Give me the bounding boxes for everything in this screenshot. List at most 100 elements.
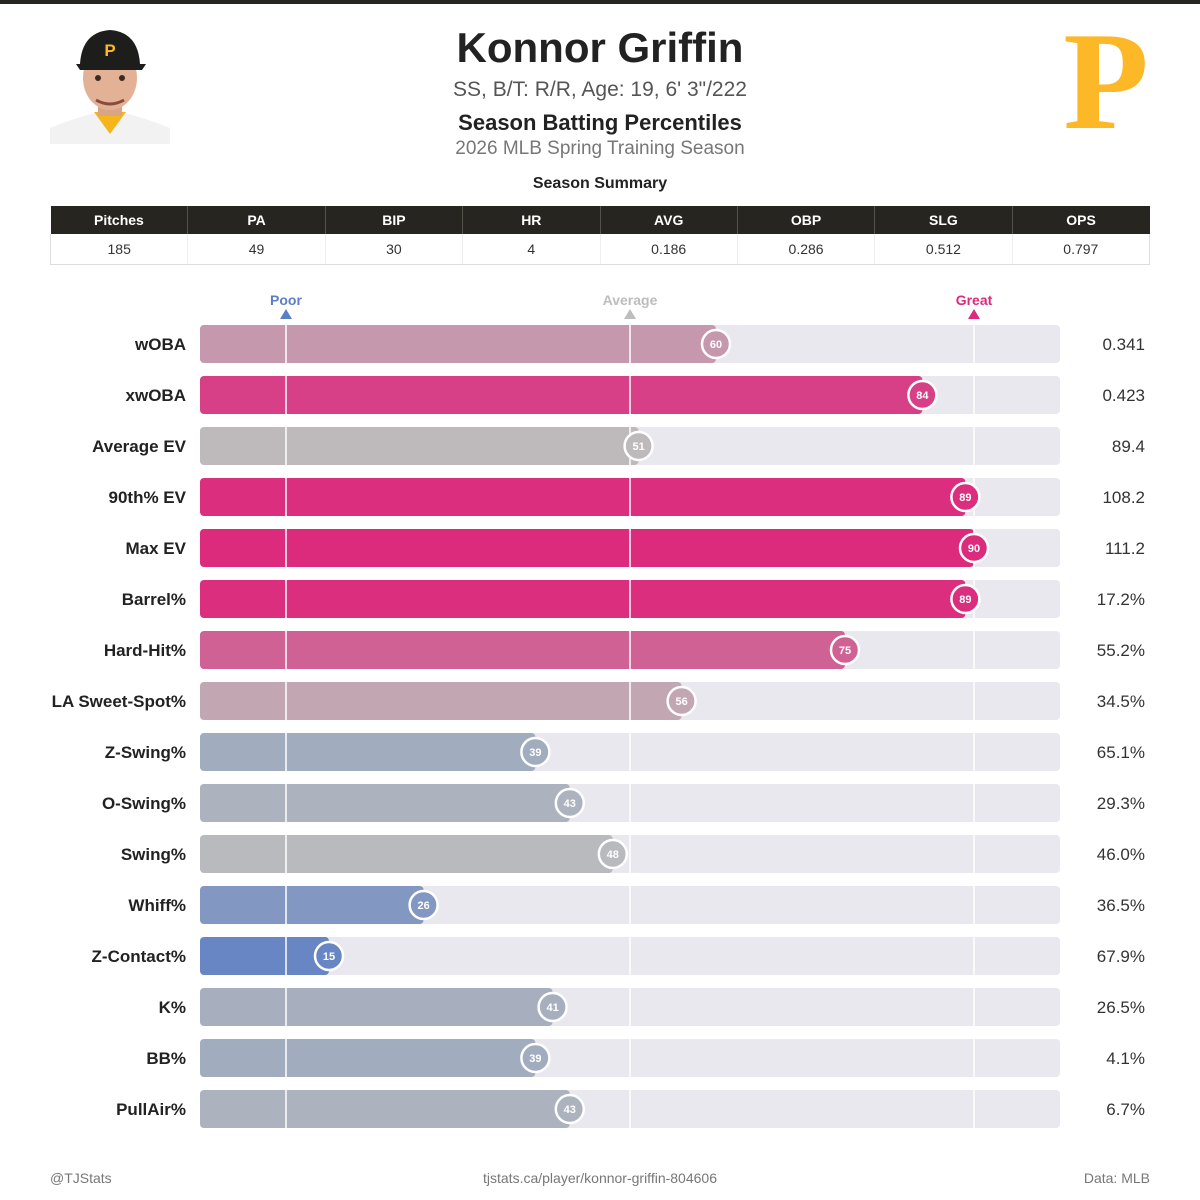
percentile-bar xyxy=(200,937,329,975)
stat-value: 55.2% xyxy=(1097,641,1145,660)
percentile-bar xyxy=(200,682,682,720)
summary-value: 0.512 xyxy=(874,234,1013,265)
category-label: O-Swing% xyxy=(102,794,186,813)
summary-value: 30 xyxy=(325,234,464,265)
percentile-marker xyxy=(829,634,861,666)
percentile-marker xyxy=(623,430,654,462)
percentile-value: 89 xyxy=(959,594,971,606)
percentile-value: 15 xyxy=(323,951,335,963)
category-label: K% xyxy=(159,998,186,1017)
percentile-bar xyxy=(200,580,966,618)
stat-value: 46.0% xyxy=(1097,845,1145,864)
summary-header: Pitches xyxy=(50,206,189,234)
percentile-marker xyxy=(313,940,345,972)
category-label: Swing% xyxy=(121,845,186,864)
percentile-bar xyxy=(200,733,536,771)
percentile-bar xyxy=(200,784,570,822)
percentile-value: 89 xyxy=(959,492,971,504)
percentile-bar xyxy=(200,478,966,516)
percentile-chart: Poor Average Great wOBA 60 0.341 xwOBA 84 0.423 A… xyxy=(52,292,1145,1128)
marker-label-poor: Poor xyxy=(270,292,302,308)
percentile-marker xyxy=(537,991,568,1023)
percentile-bar xyxy=(200,835,613,873)
marker-label-great: Great xyxy=(956,292,993,308)
marker-arrow-average xyxy=(624,309,636,319)
section-title: Season Batting Percentiles xyxy=(458,110,742,135)
percentile-value: 75 xyxy=(839,645,851,657)
percentile-marker xyxy=(666,685,697,717)
summary-header: SLG xyxy=(874,206,1013,234)
category-label: 90th% EV xyxy=(109,488,187,507)
percentile-value: 48 xyxy=(607,849,619,861)
percentile-marker xyxy=(950,481,981,513)
summary-value: 4 xyxy=(462,234,601,265)
player-headshot: P xyxy=(50,24,170,144)
category-label: BB% xyxy=(146,1049,186,1068)
percentile-value: 51 xyxy=(632,441,644,453)
stat-value: 34.5% xyxy=(1097,692,1145,711)
percentile-bar xyxy=(200,427,639,465)
stat-value: 108.2 xyxy=(1102,488,1145,507)
summary-title: Season Summary xyxy=(532,175,668,192)
percentile-value: 43 xyxy=(564,798,576,810)
percentile-bar xyxy=(200,886,424,924)
summary-header: HR xyxy=(462,206,601,234)
team-logo-icon: P xyxy=(1063,22,1149,146)
top-bar xyxy=(0,0,1200,4)
percentile-value: 43 xyxy=(564,1104,576,1116)
player-bio: SS, B/T: R/R, Age: 19, 6' 3"/222 xyxy=(453,78,747,101)
percentile-value: 26 xyxy=(417,900,429,912)
footer-source: Data: MLB xyxy=(1083,1170,1150,1186)
category-label: Z-Contact% xyxy=(92,947,186,966)
stat-value: 111.2 xyxy=(1105,539,1145,558)
summary-header: AVG xyxy=(600,206,738,234)
category-label: Whiff% xyxy=(128,896,186,915)
summary-header: BIP xyxy=(325,206,464,234)
stat-value: 17.2% xyxy=(1097,590,1145,609)
marker-label-average: Average xyxy=(603,292,658,308)
summary-value: 0.186 xyxy=(600,234,738,265)
category-label: Max EV xyxy=(126,539,187,558)
summary-value: 0.797 xyxy=(1012,234,1151,265)
stat-value: 67.9% xyxy=(1097,947,1145,966)
summary-value: 185 xyxy=(49,234,189,265)
category-label: LA Sweet-Spot% xyxy=(52,692,186,711)
stat-value: 65.1% xyxy=(1097,743,1145,762)
percentile-value: 56 xyxy=(675,696,687,708)
summary-header: OPS xyxy=(1012,206,1150,234)
percentile-bar xyxy=(200,988,553,1026)
percentile-marker xyxy=(950,583,981,615)
season-label: 2026 MLB Spring Training Season xyxy=(455,138,745,159)
percentile-marker xyxy=(597,838,629,870)
percentile-marker xyxy=(958,532,990,564)
percentile-value: 60 xyxy=(710,339,722,351)
marker-arrow-poor xyxy=(280,309,292,319)
summary-value: 0.286 xyxy=(737,234,876,265)
season-summary-table: Pitches PA BIP HR AVG OBP SLG OPS 185 49… xyxy=(49,206,1151,265)
percentile-bar xyxy=(200,529,974,567)
footer-url: tjstats.ca/player/konnor-griffin-804606 xyxy=(483,1170,717,1186)
percentile-marker xyxy=(700,328,732,360)
percentile-marker xyxy=(907,379,938,411)
stat-value: 4.1% xyxy=(1106,1049,1145,1068)
percentile-value: 90 xyxy=(968,543,980,555)
svg-text:P: P xyxy=(104,41,115,60)
marker-arrow-great xyxy=(968,309,980,319)
summary-header: PA xyxy=(187,206,326,234)
percentile-value: 39 xyxy=(529,747,541,759)
stat-value: 0.341 xyxy=(1102,335,1145,354)
stat-value: 29.3% xyxy=(1097,794,1145,813)
summary-value: 49 xyxy=(187,234,326,265)
category-label: Hard-Hit% xyxy=(104,641,186,660)
summary-header: OBP xyxy=(737,206,876,234)
percentile-marker xyxy=(520,1042,551,1074)
percentile-value: 84 xyxy=(916,390,929,402)
table-row: 185 49 30 4 0.186 0.286 0.512 0.797 xyxy=(49,234,1151,265)
percentile-marker xyxy=(554,1093,586,1125)
category-label: wOBA xyxy=(134,335,186,354)
stat-value: 36.5% xyxy=(1097,896,1145,915)
footer-credit: @TJStats xyxy=(50,1170,112,1186)
percentile-value: 39 xyxy=(529,1053,541,1065)
percentile-marker xyxy=(408,889,439,921)
category-label: xwOBA xyxy=(126,386,186,405)
